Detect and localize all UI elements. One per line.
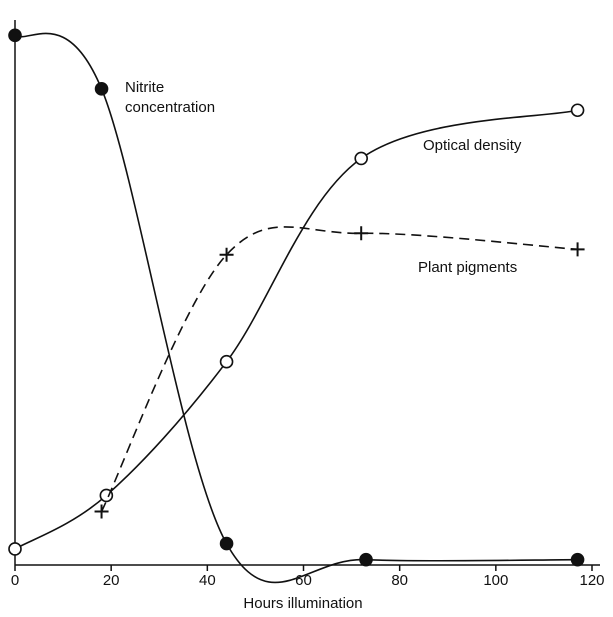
x-axis-label: Hours illumination bbox=[243, 595, 362, 612]
series-line bbox=[100, 226, 578, 512]
x-tick-label: 60 bbox=[295, 572, 312, 589]
marker bbox=[354, 151, 369, 166]
series-line bbox=[14, 32, 578, 584]
marker bbox=[94, 504, 109, 519]
x-tick-label: 100 bbox=[483, 572, 508, 589]
marker bbox=[219, 247, 234, 262]
marker bbox=[219, 536, 234, 551]
marker bbox=[570, 242, 585, 257]
x-tick-label: 40 bbox=[199, 572, 216, 589]
x-tick-label: 0 bbox=[11, 572, 19, 589]
series-label: Plant pigments bbox=[418, 259, 518, 276]
series-line bbox=[14, 109, 578, 550]
marker bbox=[219, 354, 234, 369]
marker bbox=[8, 28, 22, 43]
series-label: Optical density bbox=[423, 137, 522, 154]
x-tick-label: 80 bbox=[391, 572, 408, 589]
x-tick-label: 120 bbox=[579, 572, 604, 589]
marker bbox=[94, 82, 109, 96]
marker bbox=[359, 552, 373, 567]
marker bbox=[570, 103, 585, 118]
marker bbox=[8, 542, 22, 556]
marker bbox=[354, 226, 369, 241]
x-tick-label: 20 bbox=[103, 572, 120, 589]
marker bbox=[570, 552, 585, 567]
series-label: Nitrite concentration bbox=[125, 79, 216, 116]
